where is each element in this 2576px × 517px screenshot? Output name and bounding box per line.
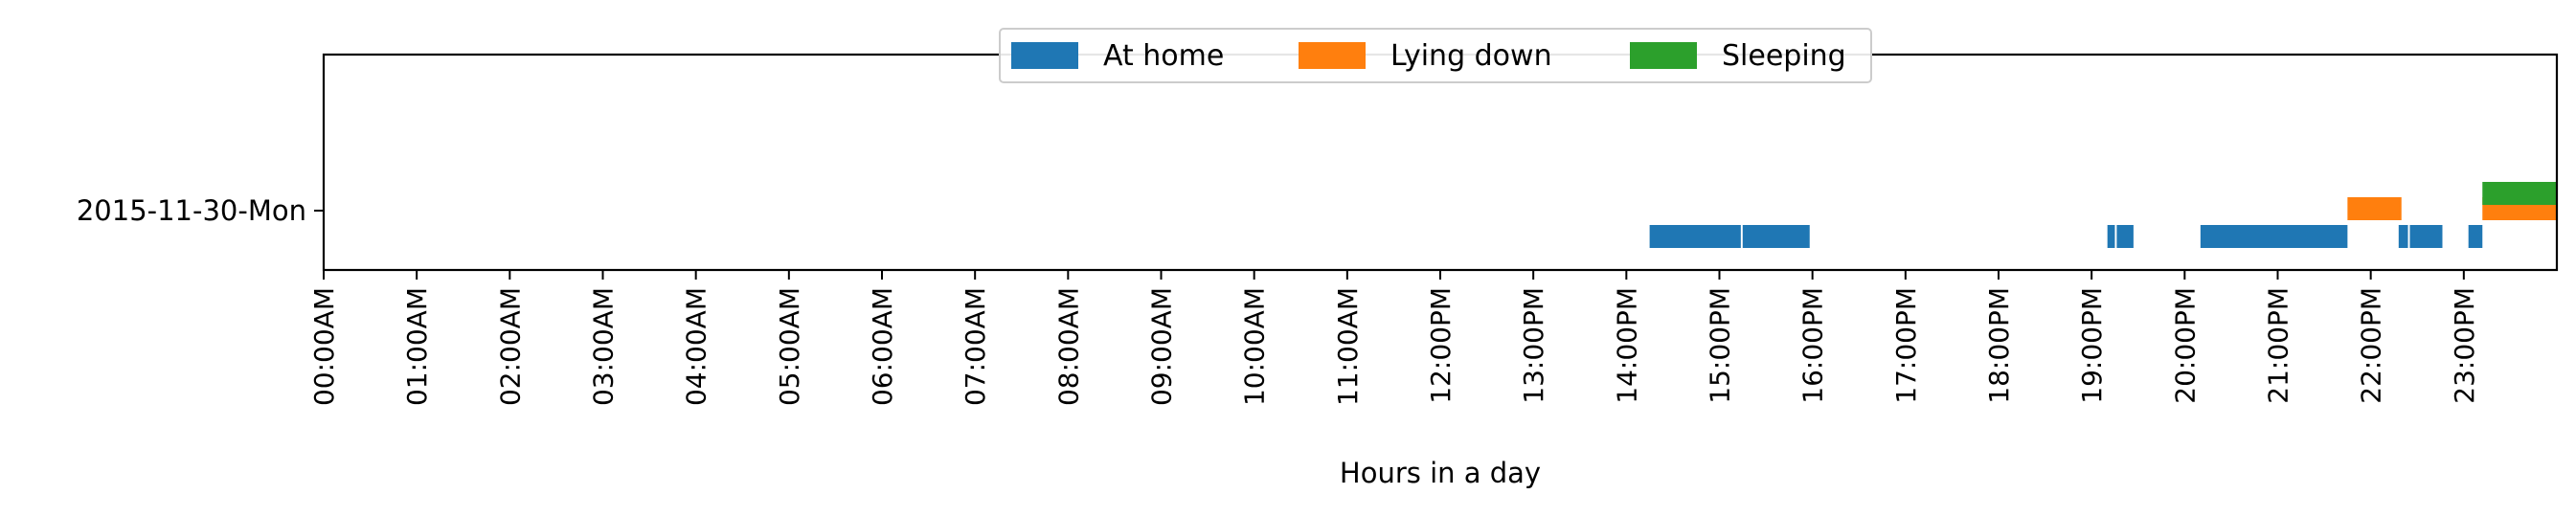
x-tick-label: 04:00AM [681, 287, 712, 406]
x-tick-label: 08:00AM [1052, 287, 1084, 406]
x-tick-label: 21:00PM [2263, 287, 2294, 404]
activity-bars [1649, 182, 2557, 248]
bar-at-home-0 [1649, 225, 1741, 248]
bar-sleeping-0 [2482, 182, 2557, 205]
x-tick-label: 05:00AM [774, 287, 805, 406]
legend-label-at-home: At home [1103, 39, 1224, 73]
x-tick-label: 22:00PM [2356, 287, 2387, 404]
y-tick-label: 2015-11-30-Mon [77, 194, 306, 227]
legend-label-lying-down: Lying down [1390, 39, 1552, 73]
x-axis-label: Hours in a day [1340, 457, 1541, 489]
bar-at-home-1 [1742, 225, 1810, 248]
x-tick-label: 13:00PM [1518, 287, 1549, 404]
x-tick-label: 17:00PM [1890, 287, 1922, 404]
x-tick-label: 02:00AM [494, 287, 526, 406]
legend-swatch-lying-down [1299, 42, 1366, 69]
bar-at-home-3 [2116, 225, 2134, 248]
x-tick-label: 06:00AM [867, 287, 898, 406]
legend-label-sleeping: Sleeping [1722, 39, 1846, 73]
x-tick-label: 15:00PM [1705, 287, 1736, 404]
x-axis: 00:00AM 01:00AM 02:00AM 03:00AM 04:00AM 05:00… [308, 270, 2480, 406]
bar-at-home-6 [2409, 225, 2443, 248]
bar-at-home-7 [2468, 225, 2483, 248]
x-tick-label: 01:00AM [401, 287, 433, 406]
x-tick-label: 00:00AM [308, 287, 340, 406]
legend-swatch-sleeping [1630, 42, 1697, 69]
bar-lying-down-0 [2347, 197, 2402, 220]
x-tick-label: 12:00PM [1425, 287, 1457, 404]
x-tick-label: 07:00AM [960, 287, 991, 406]
legend-swatch-at-home [1011, 42, 1078, 69]
bar-at-home-5 [2398, 225, 2408, 248]
x-tick-label: 23:00PM [2449, 287, 2480, 404]
y-axis: 2015-11-30-Mon [77, 194, 324, 227]
x-tick-label: 14:00PM [1611, 287, 1642, 404]
x-tick-label: 03:00AM [588, 287, 620, 406]
x-tick-label: 10:00AM [1239, 287, 1271, 406]
x-tick-label: 11:00AM [1332, 287, 1364, 406]
bar-at-home-4 [2200, 225, 2348, 248]
x-tick-label: 19:00PM [2076, 287, 2108, 404]
x-tick-label: 20:00PM [2169, 287, 2201, 404]
x-tick-label: 18:00PM [1983, 287, 2015, 404]
bar-at-home-2 [2107, 225, 2115, 248]
x-tick-label: 09:00AM [1146, 287, 1178, 406]
x-tick-label: 16:00PM [1797, 287, 1829, 404]
legend: At home Lying down Sleeping [999, 28, 1872, 83]
